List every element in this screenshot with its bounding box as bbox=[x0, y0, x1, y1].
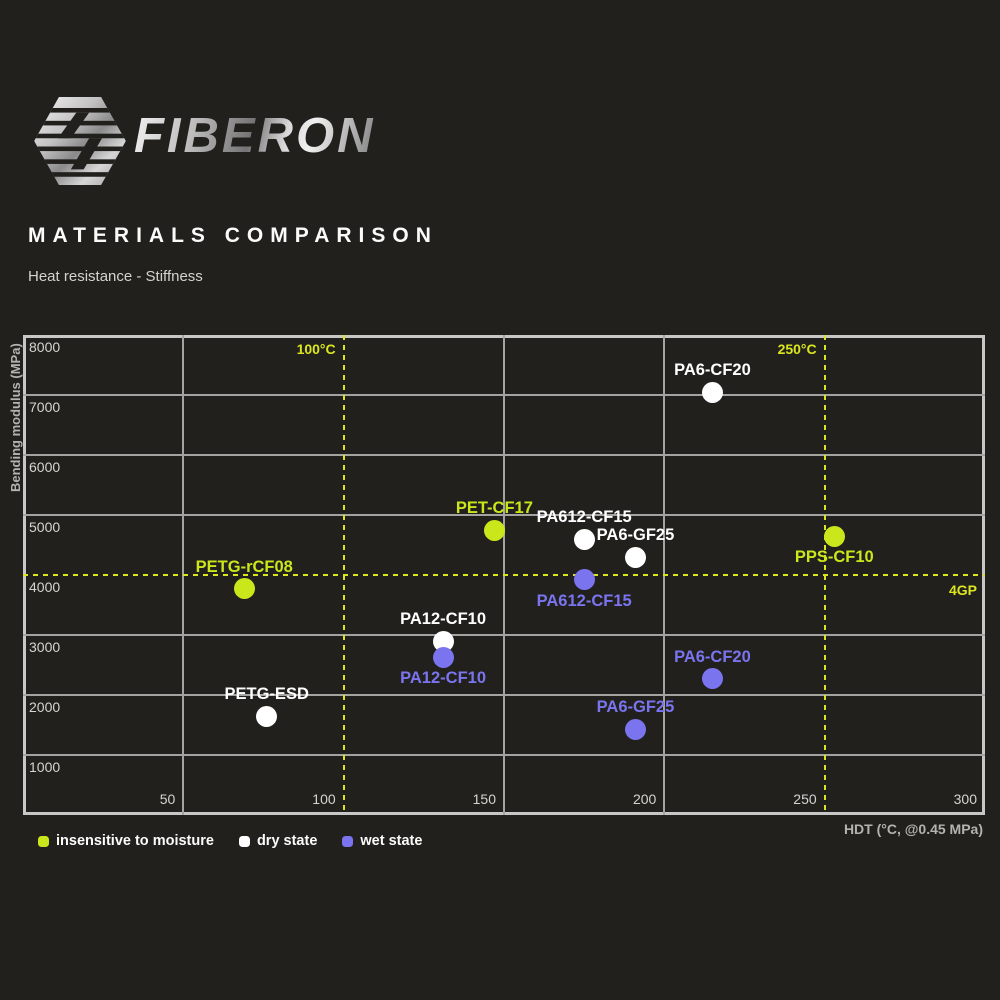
point-label-pa12-cf10-wet-state: PA12-CF10 bbox=[400, 669, 487, 688]
y-axis-title: Bending modulus (MPa) bbox=[8, 343, 23, 492]
y-tick-6000: 6000 bbox=[29, 459, 61, 475]
x-tick-200: 200 bbox=[632, 791, 657, 807]
y-tick-3000: 3000 bbox=[29, 639, 61, 655]
chart-legend: insensitive to moisture dry state wet stat… bbox=[38, 833, 422, 849]
point-petg-esd-dry-state bbox=[256, 705, 278, 727]
page-subtitle: Heat resistance - Stiffness bbox=[28, 268, 203, 285]
refline-label-250-c: 250°C bbox=[777, 341, 817, 357]
x-tick-250: 250 bbox=[793, 791, 817, 807]
point-label-petg-esd-dry-state: PETG-ESD bbox=[224, 685, 309, 703]
point-label-pa6-gf25-dry-state: PA6-GF25 bbox=[596, 526, 675, 544]
point-label-pa6-cf20-dry-state: PA6-CF20 bbox=[674, 361, 751, 379]
x-tick-150: 150 bbox=[472, 791, 496, 807]
x-tick-100: 100 bbox=[312, 791, 336, 807]
legend-label-dry-state: dry state bbox=[256, 833, 318, 849]
plot-area: 100°C 250°C 4GP 1000 2000 3000 4000 5000 6000 700… bbox=[23, 335, 985, 815]
y-tick-4000: 4000 bbox=[29, 579, 61, 595]
legend-label-insensitive-to-moisture: insensitive to moisture bbox=[56, 833, 214, 849]
legend-marker-insensitive-to-moisture bbox=[38, 835, 49, 847]
x-tick-300: 300 bbox=[953, 791, 977, 807]
x-tick-50: 50 bbox=[159, 791, 176, 807]
legend-marker-dry-state bbox=[238, 835, 250, 847]
refline-label-4gp: 4GP bbox=[948, 582, 977, 598]
page-title: MATERIALS COMPARISON bbox=[28, 224, 438, 247]
point-label-pa6-cf20-wet-state: PA6-CF20 bbox=[674, 647, 751, 666]
scatter-chart: 100°C 250°C 4GP 1000 2000 3000 4000 5000 6000 700… bbox=[23, 335, 985, 815]
point-pet-cf17-insensitive-to-moisture bbox=[483, 519, 505, 541]
point-label-pa612-cf15-dry-state: PA612-CF15 bbox=[536, 508, 632, 526]
point-pa6-gf25-wet-state bbox=[624, 718, 646, 740]
point-label-pps-cf10-insensitive-to-moisture: PPS-CF10 bbox=[794, 548, 874, 566]
point-petg-rcf08-insensitive-to-moisture bbox=[233, 578, 255, 600]
y-tick-5000: 5000 bbox=[29, 519, 61, 535]
point-label-pa612-cf15-wet-state: PA612-CF15 bbox=[536, 591, 632, 610]
refline-label-100-c: 100°C bbox=[296, 341, 336, 357]
legend-item-dry-state: dry state bbox=[238, 833, 318, 849]
legend-marker-wet-state bbox=[342, 835, 354, 847]
y-tick-7000: 7000 bbox=[29, 399, 61, 415]
y-tick-1000: 1000 bbox=[29, 759, 61, 775]
y-tick-8000: 8000 bbox=[29, 339, 61, 355]
point-pa12-cf10-dry-state bbox=[432, 630, 454, 652]
x-axis-title: HDT (°C, @0.45 MPa) bbox=[843, 821, 983, 837]
point-pa6-gf25-dry-state bbox=[624, 546, 646, 568]
point-pa6-cf20-dry-state bbox=[701, 381, 723, 403]
fiberon-logo-icon bbox=[34, 97, 126, 185]
point-pa12-cf10-wet-state bbox=[432, 646, 454, 668]
point-label-pet-cf17-insensitive-to-moisture: PET-CF17 bbox=[455, 499, 533, 517]
point-label-pa12-cf10-dry-state: PA12-CF10 bbox=[400, 610, 487, 628]
refline-4gp bbox=[23, 574, 985, 576]
fiberon-wordmark: FIBERON bbox=[134, 109, 376, 163]
y-tick-2000: 2000 bbox=[29, 699, 61, 715]
point-pps-cf10-insensitive-to-moisture bbox=[823, 525, 845, 547]
point-label-pa6-gf25-wet-state: PA6-GF25 bbox=[596, 698, 675, 717]
legend-item-wet-state: wet state bbox=[342, 833, 422, 849]
legend-label-wet-state: wet state bbox=[360, 833, 423, 849]
legend-item-insensitive-to-moisture: insensitive to moisture bbox=[38, 833, 214, 849]
point-pa612-cf15-dry-state bbox=[573, 528, 595, 550]
point-pa6-cf20-wet-state bbox=[701, 668, 723, 690]
point-pa612-cf15-wet-state bbox=[573, 569, 595, 591]
point-label-petg-rcf08-insensitive-to-moisture: PETG-rCF08 bbox=[195, 557, 293, 576]
